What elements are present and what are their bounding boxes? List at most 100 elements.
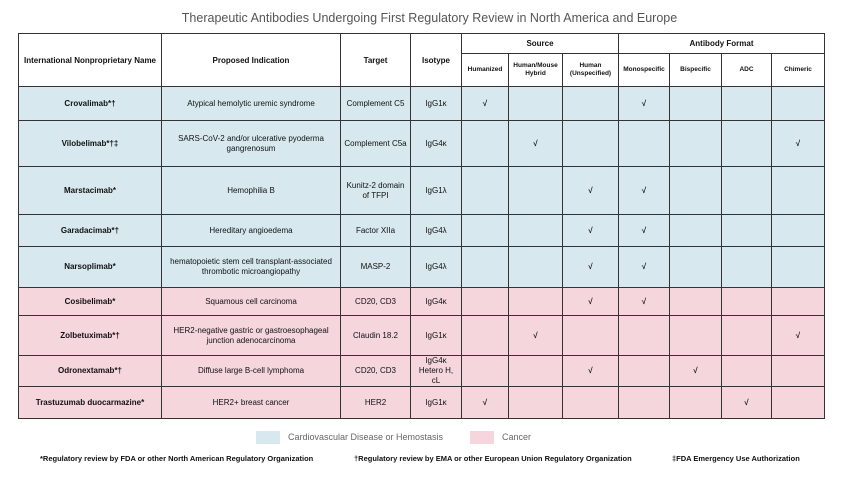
- cell-isotype: IgG4κ: [410, 120, 462, 167]
- cell-target: CD20, CD3: [340, 355, 411, 387]
- table-row: Vilobelimab*†‡ SARS-CoV-2 and/or ulcerati…: [18, 120, 825, 167]
- cell-monospecific: √: [618, 166, 670, 215]
- cell-isotype: IgG4κ Hetero H, cL: [410, 355, 462, 387]
- cell-chimeric: [771, 214, 825, 247]
- cell-isotype: IgG4κ: [410, 287, 462, 316]
- cell-humanized: √: [461, 86, 509, 121]
- table-row: Marstacimab* Hemophilia B Kunitz-2 domain …: [18, 166, 825, 215]
- cell-name: Marstacimab*: [18, 166, 162, 215]
- cell-adc: [721, 86, 772, 121]
- cell-adc: [721, 315, 772, 356]
- cell-monospecific: [618, 386, 670, 419]
- table-row: Trastuzumab duocarmazine* HER2+ breast ca…: [18, 386, 825, 419]
- table-row: Narsoplimab* hematopoietic stem cell tran…: [18, 246, 825, 288]
- cell-human-unspecified: [562, 86, 619, 121]
- cell-target: CD20, CD3: [340, 287, 411, 316]
- cell-indication: SARS-CoV-2 and/or ulcerative pyoderma ga…: [161, 120, 341, 167]
- cell-human-mouse: [508, 166, 563, 215]
- cell-human-unspecified: √: [562, 287, 619, 316]
- header-human-unspecified: Human (Unspecified): [562, 53, 619, 87]
- cell-humanized: [461, 355, 509, 387]
- cell-bispecific: [669, 214, 722, 247]
- cell-monospecific: √: [618, 287, 670, 316]
- cell-monospecific: √: [618, 214, 670, 247]
- header-monospecific: Monospecific: [618, 53, 670, 87]
- cell-target: Complement C5a: [340, 120, 411, 167]
- cell-name: Cosibelimab*: [18, 287, 162, 316]
- cell-humanized: [461, 287, 509, 316]
- legend-swatch-cardio: [256, 431, 280, 444]
- cell-adc: [721, 166, 772, 215]
- cell-human-unspecified: [562, 315, 619, 356]
- cell-indication: Diffuse large B-cell lymphoma: [161, 355, 341, 387]
- cell-name: Trastuzumab duocarmazine*: [18, 386, 162, 419]
- cell-name: Vilobelimab*†‡: [18, 120, 162, 167]
- antibody-table: International Nonproprietary Name Propos…: [18, 33, 825, 419]
- cell-chimeric: [771, 355, 825, 387]
- cell-human-unspecified: [562, 386, 619, 419]
- cell-target: Complement C5: [340, 86, 411, 121]
- cell-bispecific: [669, 166, 722, 215]
- footnote-star: *Regulatory review by FDA or other North…: [40, 454, 314, 463]
- cell-human-unspecified: √: [562, 246, 619, 288]
- cell-name: Zolbetuximab*†: [18, 315, 162, 356]
- cell-target: MASP-2: [340, 246, 411, 288]
- cell-adc: [721, 120, 772, 167]
- cell-isotype: IgG1λ: [410, 166, 462, 215]
- cell-humanized: [461, 246, 509, 288]
- cell-adc: √: [721, 386, 772, 419]
- header-indication: Proposed Indication: [161, 33, 341, 87]
- legend-swatch-cancer: [470, 431, 494, 444]
- header-source-group: Source: [461, 33, 619, 54]
- header-chimeric: Chimeric: [771, 53, 825, 87]
- cell-human-mouse: √: [508, 315, 563, 356]
- header-inn: International Nonproprietary Name: [18, 33, 162, 87]
- cell-humanized: [461, 120, 509, 167]
- cell-human-mouse: [508, 287, 563, 316]
- cell-isotype: IgG4λ: [410, 214, 462, 247]
- header-isotype: Isotype: [410, 33, 462, 87]
- cell-indication: Hereditary angioedema: [161, 214, 341, 247]
- cell-isotype: IgG1κ: [410, 86, 462, 121]
- table-row: Zolbetuximab*† HER2-negative gastric or g…: [18, 315, 825, 356]
- cell-name: Odronextamab*†: [18, 355, 162, 387]
- table-row: Garadacimab*† Hereditary angioedema Factor…: [18, 214, 825, 247]
- header-humanized: Humanized: [461, 53, 509, 87]
- cell-bispecific: [669, 386, 722, 419]
- cell-adc: [721, 287, 772, 316]
- cell-indication: HER2+ breast cancer: [161, 386, 341, 419]
- legend: Cardiovascular Disease or Hemostasis Can…: [0, 431, 859, 445]
- cell-chimeric: [771, 166, 825, 215]
- cell-monospecific: √: [618, 86, 670, 121]
- cell-chimeric: [771, 287, 825, 316]
- cell-bispecific: √: [669, 355, 722, 387]
- cell-human-mouse: √: [508, 120, 563, 167]
- cell-isotype: IgG1κ: [410, 315, 462, 356]
- cell-monospecific: [618, 355, 670, 387]
- table-row: Crovalimab*† Atypical hemolytic uremic sy…: [18, 86, 825, 121]
- cell-target: Factor XIIa: [340, 214, 411, 247]
- cell-isotype: IgG1κ: [410, 386, 462, 419]
- cell-humanized: [461, 214, 509, 247]
- cell-name: Crovalimab*†: [18, 86, 162, 121]
- cell-indication: Squamous cell carcinoma: [161, 287, 341, 316]
- cell-monospecific: [618, 120, 670, 167]
- cell-human-unspecified: [562, 120, 619, 167]
- cell-human-unspecified: √: [562, 214, 619, 247]
- cell-human-mouse: [508, 355, 563, 387]
- cell-humanized: √: [461, 386, 509, 419]
- cell-human-mouse: [508, 214, 563, 247]
- page-title: Therapeutic Antibodies Undergoing First …: [181, 11, 678, 25]
- cell-human-mouse: [508, 386, 563, 419]
- footnotes: *Regulatory review by FDA or other North…: [0, 454, 859, 466]
- cell-isotype: IgG4λ: [410, 246, 462, 288]
- cell-name: Narsoplimab*: [18, 246, 162, 288]
- cell-humanized: [461, 315, 509, 356]
- footnote-ddagger: ‡FDA Emergency Use Authorization: [672, 454, 800, 463]
- cell-human-mouse: [508, 86, 563, 121]
- cell-target: HER2: [340, 386, 411, 419]
- cell-chimeric: √: [771, 315, 825, 356]
- cell-chimeric: [771, 246, 825, 288]
- cell-indication: Hemophilia B: [161, 166, 341, 215]
- cell-adc: [721, 355, 772, 387]
